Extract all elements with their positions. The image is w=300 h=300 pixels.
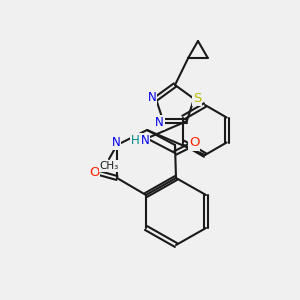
Text: N: N	[148, 91, 156, 104]
Text: N: N	[155, 116, 164, 129]
Text: O: O	[89, 166, 99, 178]
Text: H: H	[130, 134, 140, 146]
Text: N: N	[141, 134, 149, 146]
Text: O: O	[189, 136, 199, 149]
Text: CH₃: CH₃	[99, 161, 119, 171]
Text: N: N	[112, 136, 120, 149]
Text: S: S	[193, 92, 201, 105]
